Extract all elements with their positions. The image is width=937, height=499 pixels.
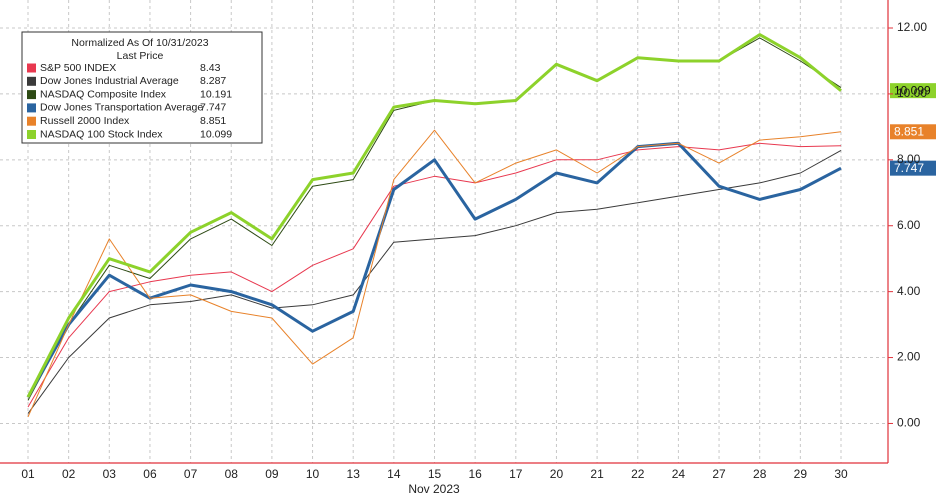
legend-value: 7.747 — [200, 102, 226, 114]
legend-swatch — [27, 103, 36, 113]
legend-value: 8.287 — [200, 75, 226, 87]
x-tick-label: 22 — [631, 467, 645, 481]
x-tick-label: 29 — [794, 467, 808, 481]
x-tick-label: 27 — [712, 467, 726, 481]
x-tick-label: 20 — [550, 467, 564, 481]
x-tick-label: 08 — [225, 467, 239, 481]
x-tick-label: 06 — [143, 467, 157, 481]
lines — [26, 33, 842, 418]
x-tick-label: 10 — [306, 467, 320, 481]
legend-swatch — [27, 76, 36, 86]
series-line — [26, 33, 842, 398]
x-tick-label: 16 — [468, 467, 482, 481]
x-tick-label: 09 — [265, 467, 279, 481]
legend-subtitle: Last Price — [117, 50, 164, 62]
legend-swatch — [27, 130, 36, 139]
y-tick-label: 0.00 — [897, 416, 921, 430]
x-tick-label: 13 — [347, 467, 361, 481]
legend-value: 10.191 — [200, 88, 232, 100]
legend-value: 10.099 — [200, 128, 232, 140]
legend: Normalized As Of 10/31/2023 Last Price S… — [21, 31, 263, 144]
legend-swatch — [27, 90, 36, 100]
y-tick-label: 6.00 — [897, 218, 921, 232]
last-value-tag — [890, 124, 936, 140]
grid — [0, 0, 888, 463]
x-tick-label: 17 — [509, 467, 523, 481]
legend-label: NASDAQ Composite Index — [40, 88, 167, 100]
x-tick-label: 03 — [103, 467, 117, 481]
legend-value: 8.851 — [200, 115, 226, 127]
x-tick-label: 01 — [21, 467, 35, 481]
series-line — [27, 142, 842, 408]
y-tick-label: 2.00 — [897, 350, 921, 364]
legend-value: 8.43 — [200, 62, 221, 74]
y-tick-label: 8.00 — [897, 152, 921, 166]
y-tick-label: 12.00 — [897, 20, 927, 34]
tags: 7.747 8.851 10.099 — [890, 83, 936, 176]
legend-label: Dow Jones Industrial Average — [40, 75, 179, 87]
y-tick-label: 4.00 — [897, 284, 921, 298]
x-tick-label: 07 — [184, 467, 198, 481]
legend-box — [21, 31, 263, 144]
series-line — [26, 141, 842, 398]
last-value-label: 8.851 — [894, 124, 924, 138]
legend-label: S&P 500 INDEX — [40, 62, 116, 74]
legend-swatch — [27, 63, 36, 73]
series-line — [27, 129, 842, 418]
x-axis-label: Nov 2023 — [408, 482, 460, 496]
last-value-tag — [890, 160, 936, 176]
x-tick-label: 30 — [834, 467, 848, 481]
x-tick-label: 15 — [428, 467, 442, 481]
legend-label: Dow Jones Transportation Average — [40, 102, 203, 114]
x-tick-label: 24 — [672, 467, 686, 481]
x-tick-label: 28 — [753, 467, 767, 481]
legend-label: NASDAQ 100 Stock Index — [40, 128, 163, 140]
last-value-tag — [890, 83, 936, 99]
x-tick-label: 21 — [590, 467, 604, 481]
legend-label: Russell 2000 Index — [40, 115, 130, 127]
legend-swatch — [27, 116, 36, 126]
series-line — [27, 149, 842, 414]
x-tick-label: 14 — [387, 467, 401, 481]
last-value-label: 10.099 — [894, 83, 931, 97]
x-tick-label: 02 — [62, 467, 76, 481]
y-tick-label: 10.00 — [897, 86, 927, 100]
last-value-label: 7.747 — [894, 161, 924, 175]
legend-title: Normalized As Of 10/31/2023 — [71, 37, 208, 49]
